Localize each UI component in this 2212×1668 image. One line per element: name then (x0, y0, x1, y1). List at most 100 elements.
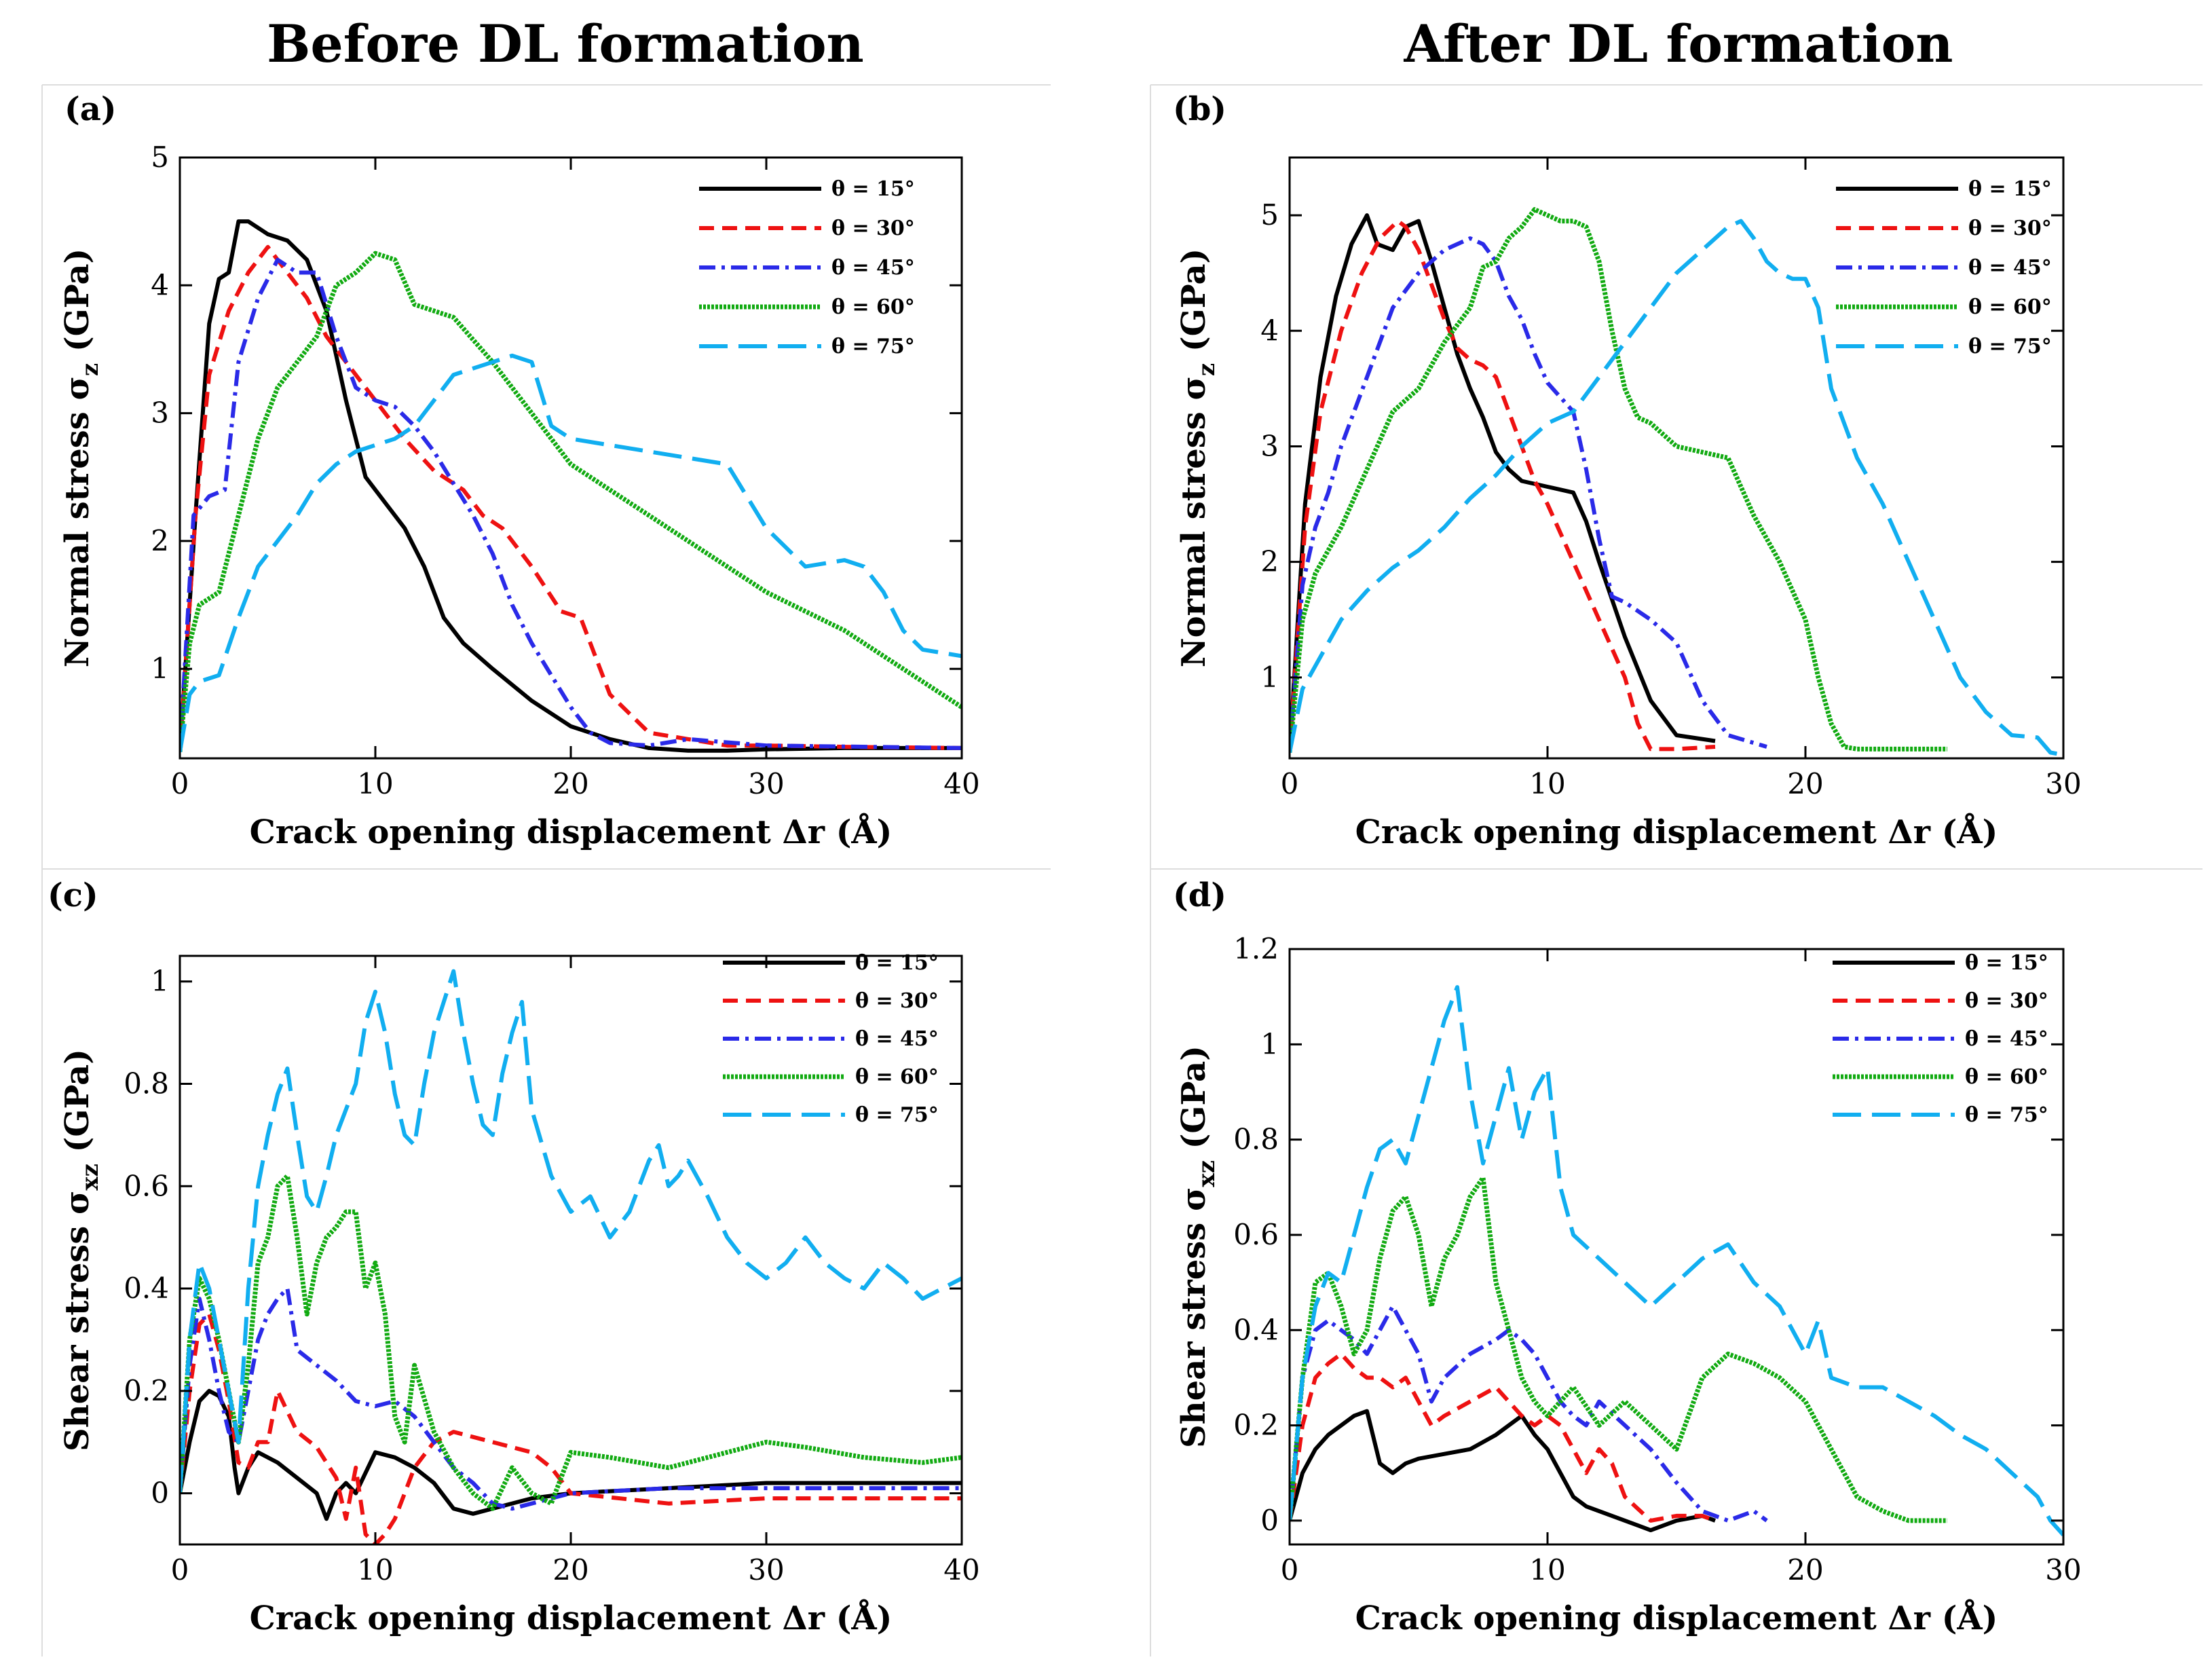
legend: θ = 15° θ = 30° θ = 45° θ = 60° θ = 75° (723, 951, 939, 1127)
column-title-after: After DL formation (1404, 14, 1953, 74)
plot-frame (1288, 948, 2065, 1546)
panel-tag: (d) (1173, 876, 1226, 914)
legend: θ = 15° θ = 30° θ = 45° θ = 60° θ = 75° (699, 177, 915, 358)
y-axis-label: Shear stress σxz (GPa) (58, 1049, 104, 1451)
legend-label-theta-75: θ = 75° (855, 1103, 939, 1127)
x-axis-label: Crack opening displacement Δr (Å) (1355, 1599, 1998, 1637)
y-tick-label: 0.6 (1233, 1218, 1279, 1251)
chart-panel-1: (a) 0 10 20 30 40 1 2 3 4 5 Crack opening displacem… (41, 84, 1051, 869)
y-tick-label: 0.8 (1233, 1123, 1279, 1156)
legend: θ = 15° θ = 30° θ = 45° θ = 60° θ = 75° (1833, 951, 2048, 1127)
legend-label-theta-15: θ = 15° (831, 177, 915, 201)
y-tick-label: 2 (151, 524, 169, 557)
y-tick-label: 0.4 (124, 1272, 169, 1305)
y-tick-label: 1 (151, 652, 169, 685)
x-tick-label: 10 (1529, 767, 1565, 800)
panel-tag: (a) (64, 90, 117, 128)
x-tick-label: 40 (943, 767, 979, 800)
legend-label-theta-15: θ = 15° (855, 951, 939, 975)
y-axis-label: Shear stress σxz (GPa) (1175, 1045, 1220, 1448)
series-line-theta-45 (180, 257, 962, 752)
chart-panel-4: (d) 0 10 20 30 0 0.2 0.4 0.6 0.8 1 1.2 Crack opening… (1150, 868, 2202, 1656)
x-axis-label: Crack opening displacement Δr (Å) (250, 813, 893, 851)
legend-label-theta-75: θ = 75° (1965, 1103, 2048, 1127)
y-tick-label: 1 (1260, 661, 1279, 694)
legend-label-theta-60: θ = 60° (831, 295, 915, 319)
legend-label-theta-30: θ = 30° (1968, 217, 2052, 240)
panel-tag: (b) (1173, 90, 1226, 128)
x-tick-label: 20 (552, 767, 588, 800)
series-line-theta-60 (1290, 207, 1947, 753)
y-tick-label: 0.8 (124, 1067, 169, 1100)
series-line-theta-30 (180, 1312, 962, 1544)
y-tick-label: 3 (1260, 429, 1279, 462)
series-line-theta-60 (180, 1173, 962, 1511)
legend-label-theta-30: θ = 30° (1965, 989, 2048, 1013)
panel-tag: (c) (48, 876, 98, 914)
series-line-theta-45 (1290, 1304, 1768, 1523)
x-tick-label: 0 (171, 767, 189, 800)
series-group (1290, 207, 2063, 757)
legend-label-theta-60: θ = 60° (1968, 295, 2052, 319)
x-tick-label: 10 (357, 767, 393, 800)
series-line-theta-15 (180, 219, 962, 753)
y-tick-label: 1.2 (1233, 932, 1279, 965)
legend: θ = 15° θ = 30° θ = 45° θ = 60° θ = 75° (1836, 177, 2052, 358)
series-line-theta-30 (1290, 1352, 1717, 1523)
chart-panel-3: (c) 0 10 20 30 40 0 0.2 0.4 0.6 0.8 1 Crack opening … (41, 868, 1051, 1656)
y-tick-label: 0.2 (1233, 1409, 1279, 1442)
y-tick-label: 0.4 (1233, 1313, 1279, 1346)
legend-label-theta-45: θ = 45° (855, 1027, 939, 1051)
legend-label-theta-30: θ = 30° (855, 989, 939, 1013)
series-group (180, 969, 962, 1544)
legend-label-theta-30: θ = 30° (831, 217, 915, 240)
x-tick-label: 30 (748, 767, 784, 800)
x-tick-label: 30 (748, 1553, 784, 1587)
y-tick-label: 2 (1260, 545, 1279, 578)
x-tick-label: 10 (357, 1553, 393, 1587)
series-line-theta-60 (180, 251, 962, 752)
x-tick-label: 40 (943, 1553, 979, 1587)
y-tick-label: 5 (1260, 198, 1279, 231)
y-tick-label: 0 (151, 1477, 169, 1510)
legend-label-theta-75: θ = 75° (831, 335, 915, 358)
legend-label-theta-15: θ = 15° (1968, 177, 2052, 201)
x-axis-label: Crack opening displacement Δr (Å) (250, 1599, 893, 1637)
y-tick-label: 0 (1260, 1504, 1279, 1537)
series-line-theta-75 (180, 353, 962, 753)
series-line-theta-45 (1290, 236, 1767, 753)
y-tick-label: 5 (151, 141, 169, 174)
series-line-theta-30 (180, 244, 962, 752)
x-tick-label: 0 (1281, 767, 1299, 800)
x-tick-label: 0 (171, 1553, 189, 1587)
series-line-theta-30 (1290, 219, 1716, 753)
chart-panel-2: (b) 0 10 20 30 1 2 3 4 5 Crack opening displacemen… (1150, 84, 2202, 869)
legend-label-theta-45: θ = 45° (831, 256, 915, 280)
x-tick-label: 30 (2045, 1553, 2081, 1587)
y-tick-label: 1 (1260, 1027, 1279, 1060)
series-line-theta-60 (1290, 1175, 1947, 1523)
legend-label-theta-45: θ = 45° (1965, 1027, 2048, 1051)
series-line-theta-15 (1290, 213, 1716, 753)
x-tick-label: 20 (1787, 1553, 1823, 1587)
y-tick-label: 4 (151, 268, 169, 301)
y-tick-label: 0.2 (124, 1374, 169, 1407)
series-group (1290, 985, 2063, 1537)
x-tick-label: 30 (2045, 767, 2081, 800)
series-group (180, 219, 962, 753)
legend-label-theta-15: θ = 15° (1965, 951, 2048, 975)
x-tick-label: 10 (1529, 1553, 1565, 1587)
x-tick-label: 0 (1281, 1553, 1299, 1587)
y-tick-label: 0.6 (124, 1169, 169, 1202)
x-tick-label: 20 (1787, 767, 1823, 800)
y-axis-label: Normal stress σz (GPa) (1175, 248, 1220, 668)
series-line-theta-75 (180, 969, 962, 1494)
series-line-theta-75 (1290, 985, 2063, 1537)
legend-label-theta-45: θ = 45° (1968, 256, 2052, 280)
legend-label-theta-60: θ = 60° (1965, 1065, 2048, 1089)
y-tick-label: 1 (151, 965, 169, 998)
y-tick-label: 4 (1260, 314, 1279, 347)
plot-frame (1288, 156, 2065, 760)
